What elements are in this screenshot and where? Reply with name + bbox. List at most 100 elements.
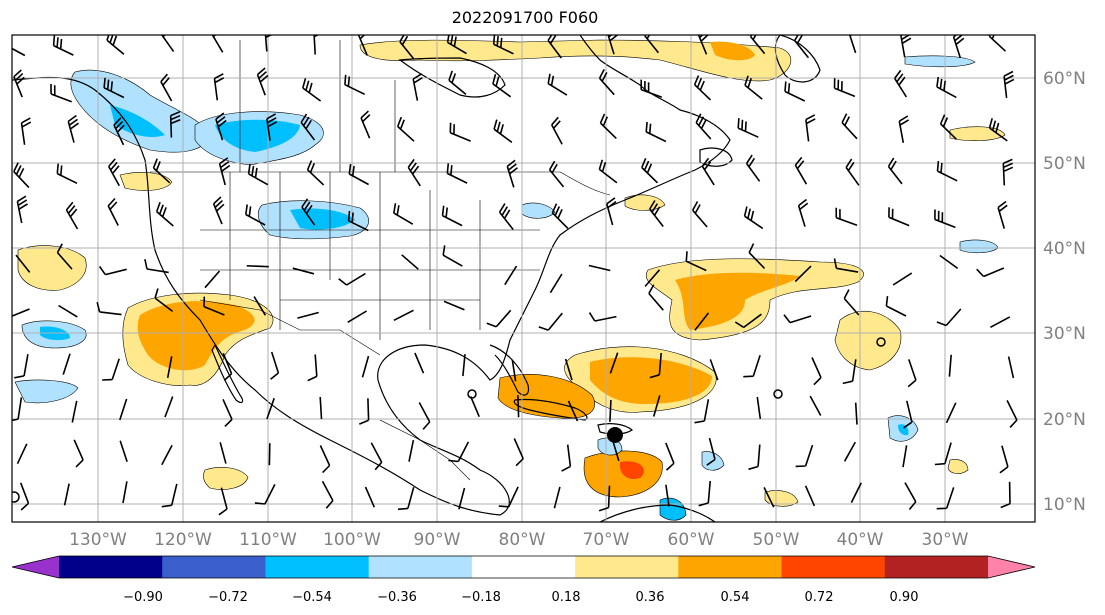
wind-barb	[894, 69, 908, 98]
wind-barb	[936, 308, 962, 327]
wind-barb	[401, 254, 419, 270]
wind-barb	[348, 163, 369, 186]
wind-barb	[204, 270, 221, 289]
wind-barb	[358, 398, 370, 425]
wind-barb	[609, 352, 619, 374]
wind-barb	[607, 35, 619, 55]
colorbar-segment	[59, 556, 163, 578]
wind-barb	[734, 313, 762, 329]
wind-barb	[319, 445, 331, 474]
wind-barb	[550, 116, 563, 145]
wind-barb	[297, 311, 319, 319]
wind-barb	[16, 195, 28, 224]
lon-label-80: 80°W	[499, 530, 546, 550]
wind-barb	[988, 35, 1007, 52]
wind-barb	[835, 207, 858, 227]
wind-barb	[948, 354, 952, 377]
wind-barb	[338, 272, 366, 286]
shade-north-atlantic-core	[710, 41, 755, 61]
wind-barb	[665, 442, 675, 471]
colorbar	[11, 555, 1036, 579]
wind-barb	[107, 158, 121, 187]
wind-barb	[553, 486, 561, 509]
wind-barb	[321, 480, 334, 509]
wind-barb	[119, 398, 128, 421]
lon-label-30: 30°W	[922, 530, 969, 550]
map-frame	[11, 34, 1036, 523]
colorbar-segment	[575, 556, 679, 578]
wind-barb	[448, 70, 467, 96]
hudson-bay	[398, 57, 506, 98]
wind-barb	[588, 264, 611, 272]
wind-barb	[701, 157, 715, 186]
wind-barb	[936, 487, 955, 510]
wind-barb	[213, 73, 225, 101]
wind-barb	[902, 445, 908, 468]
wind-barb	[441, 205, 463, 227]
wind-barb	[795, 444, 814, 468]
wind-barb	[15, 254, 31, 273]
wind-barb	[19, 482, 30, 511]
shade-west-pacific-south	[203, 467, 249, 490]
colorbar-label-0: −0.90	[123, 590, 163, 605]
wind-barb	[783, 314, 812, 324]
wind-barb	[256, 67, 269, 96]
wind-barb	[347, 310, 368, 323]
wind-barb	[418, 402, 431, 430]
wind-barb	[319, 396, 323, 420]
lon-label-90: 90°W	[414, 530, 461, 550]
wind-barb	[20, 117, 32, 145]
wind-barb	[161, 483, 178, 508]
wind-barb	[843, 289, 860, 316]
wind-barb	[945, 402, 957, 424]
lon-label-110: 110°W	[239, 530, 297, 550]
wind-barb	[270, 351, 280, 380]
shade-pacific-southwest	[14, 379, 79, 404]
wind-barb	[737, 118, 759, 138]
wind-barb	[640, 79, 663, 99]
wind-barb	[393, 203, 414, 225]
wind-barb	[313, 35, 320, 55]
colorbar-extension-low	[12, 556, 59, 578]
wind-barb	[155, 201, 174, 227]
wind-barb	[218, 487, 228, 516]
wind-barb	[266, 113, 278, 141]
wind-barb	[841, 113, 858, 140]
wind-barb	[611, 439, 620, 462]
wind-barb	[307, 354, 318, 382]
wind-barb	[16, 443, 28, 465]
wind-barb	[56, 163, 78, 185]
wind-barb	[517, 395, 520, 418]
wind-barb	[396, 116, 415, 142]
wind-barb	[693, 75, 712, 101]
wind-barb	[784, 81, 806, 102]
wind-barb	[113, 117, 125, 146]
wind-barb	[347, 210, 369, 232]
lat-label-50: 50°N	[1043, 154, 1086, 174]
wind-barb	[449, 122, 471, 142]
wind-barb	[641, 157, 659, 184]
wind-barb	[458, 487, 466, 510]
lat-label-40: 40°N	[1043, 239, 1086, 259]
wind-barb	[999, 445, 1009, 474]
wind-barb	[513, 438, 524, 467]
wind-barb	[102, 358, 120, 381]
wind-barb	[443, 300, 465, 311]
wind-barb	[498, 486, 519, 508]
wind-barb	[598, 69, 615, 96]
wind-barb	[547, 35, 563, 59]
shade-north-atlantic-east	[904, 55, 976, 68]
wind-barb	[1003, 70, 1015, 99]
wind-barb	[469, 396, 480, 418]
wind-barb	[14, 354, 29, 379]
wind-barb	[990, 316, 1011, 329]
wind-barb	[748, 444, 761, 471]
gridlines	[12, 35, 1035, 522]
wind-barb	[743, 206, 764, 230]
wind-barb	[266, 397, 275, 420]
wind-barb	[13, 69, 25, 98]
wind-barb	[144, 259, 169, 274]
wind-barb	[292, 267, 315, 275]
wind-barb	[98, 265, 127, 276]
wind-barb	[842, 359, 857, 385]
